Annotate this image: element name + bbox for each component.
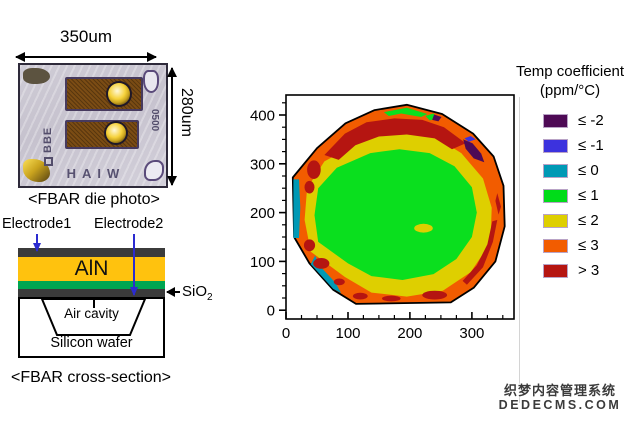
legend-label: ≤ 3	[578, 237, 599, 254]
die-photo-caption: <FBAR die photo>	[28, 191, 160, 208]
x-tick-label: 300	[459, 325, 484, 342]
legend-label: ≤ -2	[578, 112, 604, 129]
die-width-label: 350um	[60, 27, 112, 46]
x-tick-label: 0	[282, 325, 290, 342]
wafer-region-red-blob-bottom2	[382, 295, 401, 302]
legend-entry: ≤ 2	[503, 208, 637, 233]
wafer-region-purple-top-spot	[432, 114, 442, 122]
wafer-region-red-blob-left-low3	[333, 278, 345, 286]
sio2-arrow-icon	[166, 287, 180, 297]
die-photo: BBE 0500 HAIW	[18, 63, 168, 188]
legend-label: ≤ 2	[578, 212, 599, 229]
air-cavity-label: Air cavity	[64, 306, 119, 321]
legend-swatch	[543, 263, 568, 278]
air-cavity-trapezoid	[40, 299, 147, 336]
sio2-label-subscript: 2	[207, 292, 213, 303]
legend-entry: ≤ -2	[503, 108, 637, 133]
die-resonator-bottom	[65, 120, 139, 149]
die-corner-mark-top-right	[143, 70, 159, 93]
wafer-region-red-right-streak	[495, 193, 501, 215]
wafer-region-green-apex-sliver	[383, 107, 428, 117]
y-tick-label: 0	[267, 303, 275, 320]
legend-label: ≤ 1	[578, 187, 599, 204]
bottom-electrode-layer	[18, 289, 165, 297]
x-tick-label: 200	[397, 325, 422, 342]
die-resonator-top	[65, 77, 143, 111]
electrode2-label: Electrode2	[94, 216, 164, 232]
wafer-region-purple-right-patch	[463, 139, 485, 163]
legend-swatch	[543, 213, 568, 228]
sio2-green-layer	[18, 281, 165, 289]
die-corner-mark-bottom-right	[144, 160, 164, 181]
legend-entry: ≤ 1	[503, 183, 637, 208]
legend-swatch	[543, 238, 568, 253]
die-corner-mark-top-left	[23, 68, 50, 84]
y-tick-label: 400	[250, 108, 275, 125]
electrode1-arrow-icon	[32, 234, 41, 252]
y-tick-label: 300	[250, 156, 275, 173]
die-corner-mark-bottom-left	[23, 159, 50, 182]
legend-swatch	[543, 163, 568, 178]
x-tick-label: 100	[335, 325, 360, 342]
electrode1-label: Electrode1	[2, 216, 72, 232]
legend-entry: > 3	[503, 258, 637, 283]
silicon-wafer-box: Air cavity Silicon wafer	[18, 297, 165, 358]
page-divider-line	[519, 97, 520, 403]
legend-label: ≤ -1	[578, 137, 604, 154]
wafer-region-green-center	[314, 149, 477, 280]
sio2-label-text: SiO	[182, 283, 208, 300]
die-marking-right: 0500	[149, 109, 160, 132]
top-electrode-layer	[18, 248, 165, 257]
legend-swatch	[543, 113, 568, 128]
die-marking-bottom: HAIW	[66, 166, 126, 181]
air-cavity-shape	[40, 299, 147, 336]
legend-swatch	[543, 138, 568, 153]
die-height-arrow-icon	[167, 67, 177, 186]
wafer-region-red-blob-left-low2	[313, 258, 330, 269]
y-tick-label: 100	[250, 254, 275, 271]
legend-label: > 3	[578, 262, 600, 279]
plot-frame	[285, 94, 515, 320]
wafer-region-red-blob-left-low1	[303, 239, 316, 252]
legend-entry: ≤ 0	[503, 158, 637, 183]
aln-layer: AlN	[18, 257, 165, 281]
wafer-region-red-blob-left-upper	[307, 160, 321, 179]
wafer-region-red-right-crescent	[462, 219, 498, 285]
legend-entry: ≤ 3	[503, 233, 637, 258]
cross-section-caption: <FBAR cross-section>	[10, 369, 172, 386]
legend-swatch	[543, 188, 568, 203]
legend-title-line1: Temp coefficient	[515, 63, 625, 80]
die-gold-bump-bottom	[106, 123, 126, 143]
sio2-label: SiO2	[182, 283, 213, 303]
watermark-line1: 织梦内容管理系统	[503, 383, 616, 398]
die-width-arrow-icon	[15, 52, 157, 62]
wafer-map-svg: 0 100 200 300 0 100 200 300 400	[250, 94, 515, 342]
legend-title-line2: (ppm/°C)	[539, 82, 601, 99]
silicon-wafer-label: Silicon wafer	[50, 335, 133, 351]
wafer-region-blue-top-sliver	[464, 136, 476, 142]
wafer-region-teal-left-edge	[293, 179, 301, 238]
wafer-region-red-blob-left-mid	[304, 180, 315, 194]
watermark-line2: DEDECMS.COM	[498, 398, 622, 412]
watermark: 织梦内容管理系统 DEDECMS.COM	[490, 383, 630, 413]
legend-entry: ≤ -1	[503, 133, 637, 158]
electrode2-arrow-icon	[129, 234, 138, 296]
legend-entries: ≤ -2 ≤ -1 ≤ 0 ≤ 1 ≤ 2 ≤ 3 > 3	[503, 108, 637, 283]
die-gold-bump-top	[108, 83, 130, 105]
die-height-label: 280um	[178, 88, 195, 137]
legend-label: ≤ 0	[578, 162, 599, 179]
die-marking-left-square	[44, 157, 53, 166]
die-marking-left: BBE	[42, 126, 54, 153]
wafer-region-red-blob-bottom1	[352, 292, 368, 300]
wafer-region-red-blob-bottom3	[422, 290, 448, 300]
temp-coefficient-legend: Temp coefficient (ppm/°C) ≤ -2 ≤ -1 ≤ 0 ≤ 1…	[503, 62, 637, 283]
y-tick-label: 200	[250, 205, 275, 222]
wafer-region-red-top-band	[324, 118, 466, 160]
wafer-region-yellow-spot-inner	[414, 223, 433, 233]
